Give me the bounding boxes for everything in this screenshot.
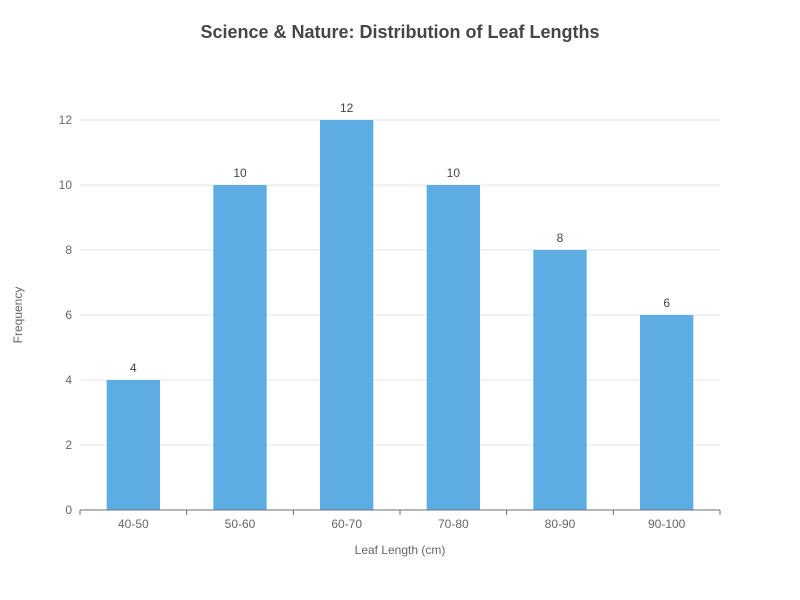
bar-70-80[interactable] (426, 185, 480, 510)
bar-90-100[interactable] (640, 315, 694, 510)
data-labels: 4 10 12 10 8 6 (130, 101, 670, 375)
x-tick-label: 90-100 (648, 517, 686, 531)
y-axis-title: Frequency (11, 287, 25, 344)
x-tick-label: 50-60 (225, 517, 256, 531)
x-tick-label: 40-50 (118, 517, 149, 531)
bar-80-90[interactable] (533, 250, 587, 510)
y-tick-label: 0 (65, 503, 72, 517)
bar-40-50[interactable] (106, 380, 160, 510)
x-tick-label: 60-70 (331, 517, 362, 531)
bars (106, 120, 694, 510)
data-label-70-80: 10 (447, 166, 461, 180)
y-tick-label: 10 (59, 178, 73, 192)
data-label-90-100: 6 (663, 296, 670, 310)
x-axis-title: Leaf Length (cm) (355, 543, 446, 557)
data-label-80-90: 8 (557, 231, 564, 245)
data-label-40-50: 4 (130, 361, 137, 375)
y-tick-label: 8 (65, 243, 72, 257)
axes: 0 2 4 6 8 10 12 40-50 50-60 60-70 70-80 80-90 90-100 (59, 113, 721, 531)
y-tick-label: 4 (65, 373, 72, 387)
y-tick-label: 2 (65, 438, 72, 452)
bar-60-70[interactable] (320, 120, 374, 510)
data-label-60-70: 12 (340, 101, 354, 115)
gridlines (80, 119, 720, 446)
chart-title: Science & Nature: Distribution of Leaf L… (200, 22, 599, 42)
y-tick-label: 6 (65, 308, 72, 322)
y-tick-label: 12 (59, 113, 73, 127)
data-label-50-60: 10 (233, 166, 247, 180)
bar-50-60[interactable] (213, 185, 267, 510)
x-tick-label: 70-80 (438, 517, 469, 531)
x-tick-label: 80-90 (545, 517, 576, 531)
